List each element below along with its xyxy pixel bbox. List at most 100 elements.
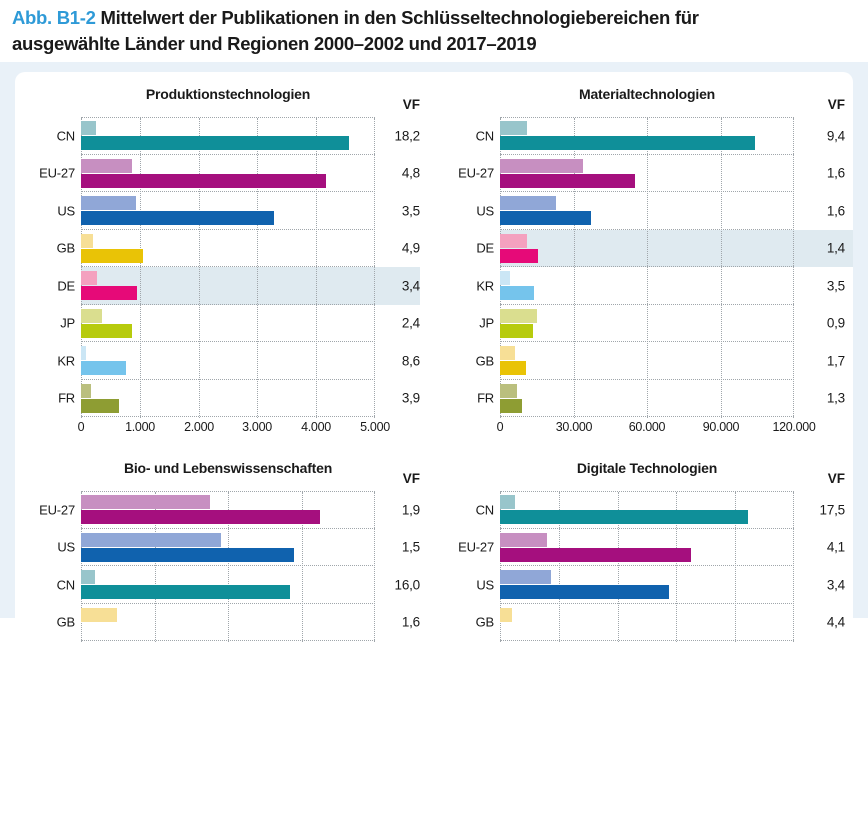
- country-label: EU-27: [458, 539, 494, 555]
- bar-2000-2002: [81, 383, 91, 398]
- vf-value: 1,4: [826, 240, 845, 256]
- panel-title: Digitale Technologien: [576, 460, 718, 476]
- vf-value: 17,5: [819, 502, 846, 518]
- country-row: GB 4,9: [15, 230, 434, 267]
- country-label: JP: [479, 315, 494, 331]
- vf-value: 0,9: [826, 315, 845, 331]
- country-row: CN 17,5: [434, 491, 853, 529]
- country-row: EU-27 4,1: [434, 529, 853, 566]
- bar-2000-2002: [500, 271, 510, 285]
- row-highlight: [81, 267, 420, 305]
- country-label: FR: [58, 390, 75, 406]
- bar-2000-2002: [81, 346, 86, 360]
- figure-title-line2: ausgewählte Länder und Regionen 2000–200…: [12, 33, 537, 54]
- bar-2000-2002: [500, 158, 583, 173]
- vf-value: 4,1: [826, 539, 845, 555]
- country-row: CN 9,4: [434, 117, 853, 155]
- bar-2000-2002: [500, 121, 527, 135]
- vf-value: 1,7: [826, 353, 845, 369]
- bar-2000-2002: [500, 196, 556, 210]
- chart-row-bottom: Bio- und Lebenswissenschaften VF EU-27 1,9 U…: [15, 454, 853, 824]
- vf-value: 18,2: [394, 128, 421, 144]
- bar-2000-2002: [81, 196, 136, 210]
- bar-2017-2019: [81, 136, 349, 150]
- country-label: CN: [56, 128, 76, 144]
- bar-2000-2002: [500, 346, 515, 360]
- bar-2017-2019: [500, 361, 526, 375]
- country-row: GB 4,4: [434, 604, 853, 641]
- country-row: US 1,5: [15, 529, 434, 566]
- row-plot-area: [500, 491, 794, 529]
- bar-2000-2002: [81, 532, 221, 547]
- figure-b1-2: Abb. B1-2 Mittelwert der Publikationen i…: [0, 7, 868, 642]
- bar-2017-2019: [81, 510, 320, 524]
- row-plot-area: [81, 604, 375, 641]
- country-row: EU-27 1,9: [15, 491, 434, 529]
- bar-2000-2002: [81, 570, 95, 584]
- country-label: US: [57, 203, 75, 219]
- vf-column-header: VF: [827, 97, 845, 112]
- vf-value: 3,9: [401, 390, 420, 406]
- bar-2017-2019: [81, 398, 119, 413]
- row-plot-area: [500, 230, 794, 267]
- vf-value: 1,3: [826, 390, 845, 406]
- country-label: KR: [57, 353, 75, 369]
- bar-2017-2019: [500, 398, 522, 413]
- panel-header: Produktionstechnologien VF: [15, 80, 434, 117]
- panel-title: Produktionstechnologien: [145, 86, 311, 102]
- country-label: EU-27: [39, 165, 75, 181]
- chart-panel-produktionstechnologien: Produktionstechnologien VF CN 18,2 EU-27 4,8 U…: [15, 80, 434, 450]
- bar-2017-2019: [500, 547, 691, 562]
- country-row: US 1,6: [434, 192, 853, 230]
- vf-value: 2,4: [401, 315, 420, 331]
- vf-value: 4,4: [826, 614, 845, 630]
- vf-column-header: VF: [402, 97, 420, 112]
- vf-value: 3,5: [826, 278, 845, 294]
- country-row: GB 1,6: [15, 604, 434, 641]
- vf-value: 4,8: [401, 165, 420, 181]
- vf-value: 1,6: [826, 203, 845, 219]
- vf-column-header: VF: [827, 471, 845, 486]
- vf-value: 3,4: [826, 577, 845, 593]
- country-label: FR: [477, 390, 494, 406]
- country-row: JP 0,9: [434, 305, 853, 342]
- x-axis: 0 1.000 2.000 3.000 4.000 5.000: [77, 417, 391, 435]
- panel-rows: CN 18,2 EU-27 4,8 US 3,5 GB 4,9 DE 3,4 JP 2,4 KR 8,6 F…: [15, 117, 434, 418]
- axis-tick: 1.000: [125, 420, 155, 434]
- country-row: FR 1,3: [434, 380, 853, 417]
- bar-2017-2019: [500, 323, 533, 338]
- row-plot-area: [500, 267, 794, 305]
- country-row: FR 3,9: [15, 380, 434, 417]
- vf-value: 1,9: [401, 502, 420, 518]
- row-plot-area: [500, 342, 794, 380]
- panel-header: Digitale Technologien VF: [434, 454, 853, 491]
- panel-header: Materialtechnologien VF: [434, 80, 853, 117]
- bar-2017-2019: [500, 211, 591, 225]
- panel-title: Bio- und Lebenswissenschaften: [123, 460, 333, 476]
- country-label: KR: [476, 278, 494, 294]
- bar-2017-2019: [500, 510, 748, 524]
- axis-tick: 0: [77, 420, 85, 434]
- row-plot-area: [81, 305, 375, 342]
- country-row: DE 1,4: [434, 229, 853, 267]
- country-row: GB 1,7: [434, 342, 853, 380]
- bar-2017-2019: [81, 286, 137, 300]
- row-plot-area: [81, 155, 375, 192]
- country-row: CN 16,0: [15, 566, 434, 604]
- axis-tick: 120.000: [772, 420, 816, 434]
- row-plot-area: [500, 566, 794, 604]
- bar-2017-2019: [500, 286, 534, 300]
- bar-2000-2002: [500, 607, 512, 622]
- country-label: US: [476, 203, 494, 219]
- bar-2017-2019: [500, 173, 635, 188]
- bar-2017-2019: [81, 211, 274, 225]
- vf-value: 16,0: [394, 577, 421, 593]
- row-plot-area: [81, 267, 375, 305]
- row-plot-area: [500, 529, 794, 566]
- vf-value: 1,6: [401, 614, 420, 630]
- axis-tick: 3.000: [242, 420, 272, 434]
- bar-2000-2002: [81, 121, 96, 135]
- chart-panel-materialtechnologien: Materialtechnologien VF CN 9,4 EU-27 1,6 US 1,6…: [434, 80, 853, 450]
- row-plot-area: [81, 380, 375, 417]
- bar-2000-2002: [81, 495, 210, 509]
